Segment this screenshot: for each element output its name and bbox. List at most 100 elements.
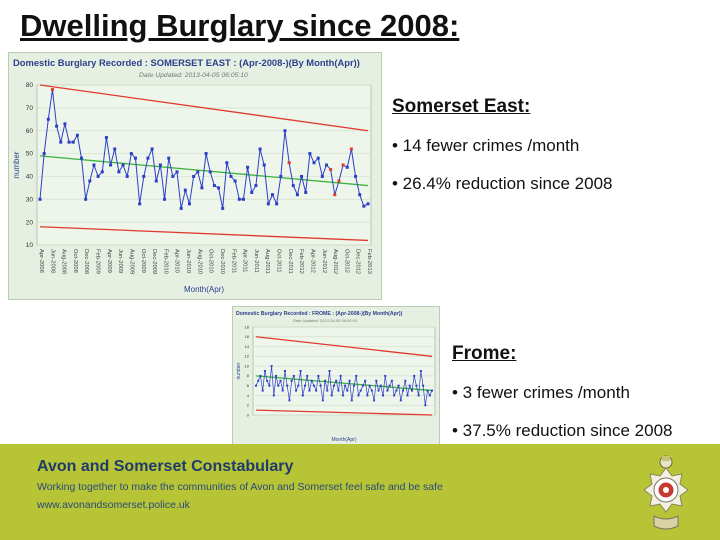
east-data-point (196, 170, 200, 174)
east-data-point (241, 197, 245, 201)
somerset-east-chart: Domestic Burglary Recorded : SOMERSET EA… (8, 52, 382, 300)
frome-data-point (366, 394, 369, 397)
footer-band: Avon and Somerset Constabulary Working t… (0, 444, 720, 540)
frome-data-point (308, 389, 311, 392)
east-x-tick-label: Feb-2011 (230, 249, 236, 273)
east-x-tick-label: Dec-2010 (219, 249, 225, 274)
east-x-tick-label: Aug-2011 (264, 249, 270, 274)
frome-y-tick-label: 18 (245, 324, 250, 329)
frome-data-point (397, 384, 400, 387)
east-y-tick-label: 30 (26, 196, 34, 203)
east-flagged-point (333, 193, 337, 197)
frome-data-point (422, 384, 425, 387)
frome-data-point (353, 384, 356, 387)
frome-data-point (335, 379, 338, 382)
frome-data-point (279, 379, 282, 382)
east-series-line (39, 89, 369, 209)
east-data-point (80, 156, 84, 160)
east-x-tick-label: Feb-2009 (95, 249, 101, 274)
east-data-point (212, 184, 216, 188)
east-data-point (358, 193, 362, 197)
frome-y-tick-label: 14 (245, 344, 250, 349)
east-data-point (163, 197, 167, 201)
frome-data-point (266, 379, 269, 382)
somerset-east-summary: Somerset East: • 14 fewer crimes /month … (392, 96, 613, 194)
frome-upper-control-line (255, 336, 433, 357)
frome-data-point (283, 370, 286, 372)
frome-data-point (415, 384, 418, 387)
frome-y-axis-label: number (236, 362, 242, 379)
east-data-point (225, 161, 229, 165)
frome-data-point (319, 384, 322, 387)
east-x-tick-label: Oct-2009 (140, 249, 146, 273)
east-chart-subtitle: Date Updated: 2013-04-05 06:05:10 (139, 72, 248, 79)
frome-data-point (355, 374, 358, 377)
east-flagged-point (329, 168, 333, 172)
east-data-point (308, 152, 312, 156)
somerset-east-bullet-reduction: • 26.4% reduction since 2008 (392, 174, 613, 193)
frome-data-point (368, 384, 371, 387)
frome-y-tick-label: 2 (247, 403, 250, 408)
frome-data-point (328, 370, 331, 372)
east-x-tick-label: Dec-2011 (287, 249, 293, 274)
frome-data-point (261, 389, 264, 392)
east-y-axis-label: number (12, 151, 21, 178)
frome-data-point (393, 394, 396, 397)
frome-data-point (312, 384, 315, 387)
east-data-point (46, 117, 50, 121)
frome-data-point (286, 384, 289, 387)
east-y-tick-label: 20 (26, 219, 34, 226)
east-x-tick-label: Oct-2012 (343, 249, 349, 273)
east-data-point (71, 140, 75, 144)
east-data-point (171, 174, 175, 178)
frome-data-point (310, 379, 313, 382)
frome-y-tick-label: 6 (247, 383, 250, 388)
frome-data-point (332, 384, 335, 387)
frome-data-point (361, 384, 364, 387)
east-data-point (88, 179, 92, 183)
east-data-point (75, 133, 79, 137)
frome-data-point (431, 389, 433, 392)
frome-data-point (370, 389, 373, 392)
east-x-tick-label: Dec-2008 (83, 249, 89, 274)
east-data-point (312, 161, 316, 165)
east-data-point (304, 190, 308, 194)
east-flagged-point (337, 179, 341, 183)
east-data-point (38, 197, 42, 201)
frome-data-point (337, 389, 340, 392)
east-x-axis-label: Month(Apr) (184, 285, 224, 294)
frome-data-point (419, 370, 422, 372)
east-x-tick-label: Jun-2008 (49, 249, 55, 273)
east-x-tick-label: Apr-2010 (174, 249, 180, 273)
frome-data-point (413, 374, 416, 377)
east-data-point (237, 197, 241, 201)
frome-data-point (292, 374, 295, 377)
east-data-point (100, 170, 104, 174)
east-x-tick-label: Oct-2008 (72, 249, 78, 273)
east-flagged-point (349, 147, 353, 151)
east-x-tick-label: Dec-2012 (355, 249, 361, 274)
east-data-point (362, 204, 366, 208)
frome-data-point (344, 384, 347, 387)
east-x-tick-label: Dec-2009 (151, 249, 157, 274)
frome-data-point (386, 389, 389, 392)
east-y-tick-label: 10 (26, 242, 34, 249)
east-data-point (221, 206, 225, 210)
frome-data-point (288, 399, 291, 402)
east-data-point (192, 174, 196, 178)
frome-data-point (297, 384, 300, 387)
east-y-tick-label: 80 (26, 82, 34, 89)
frome-data-point (330, 394, 333, 397)
footer-url[interactable]: www.avonandsomerset.police.uk (37, 499, 190, 511)
east-data-point (125, 174, 129, 178)
frome-data-point (377, 389, 380, 392)
east-x-tick-label: Oct-2011 (276, 249, 282, 272)
east-data-point (42, 152, 46, 156)
frome-data-point (263, 370, 266, 372)
east-data-point (142, 174, 146, 178)
frome-data-point (406, 394, 409, 397)
frome-data-point (375, 379, 378, 382)
east-data-point (258, 147, 262, 151)
east-data-point (146, 156, 150, 160)
frome-chart: Domestic Burglary Recorded : FROME : (Ap… (232, 306, 440, 448)
